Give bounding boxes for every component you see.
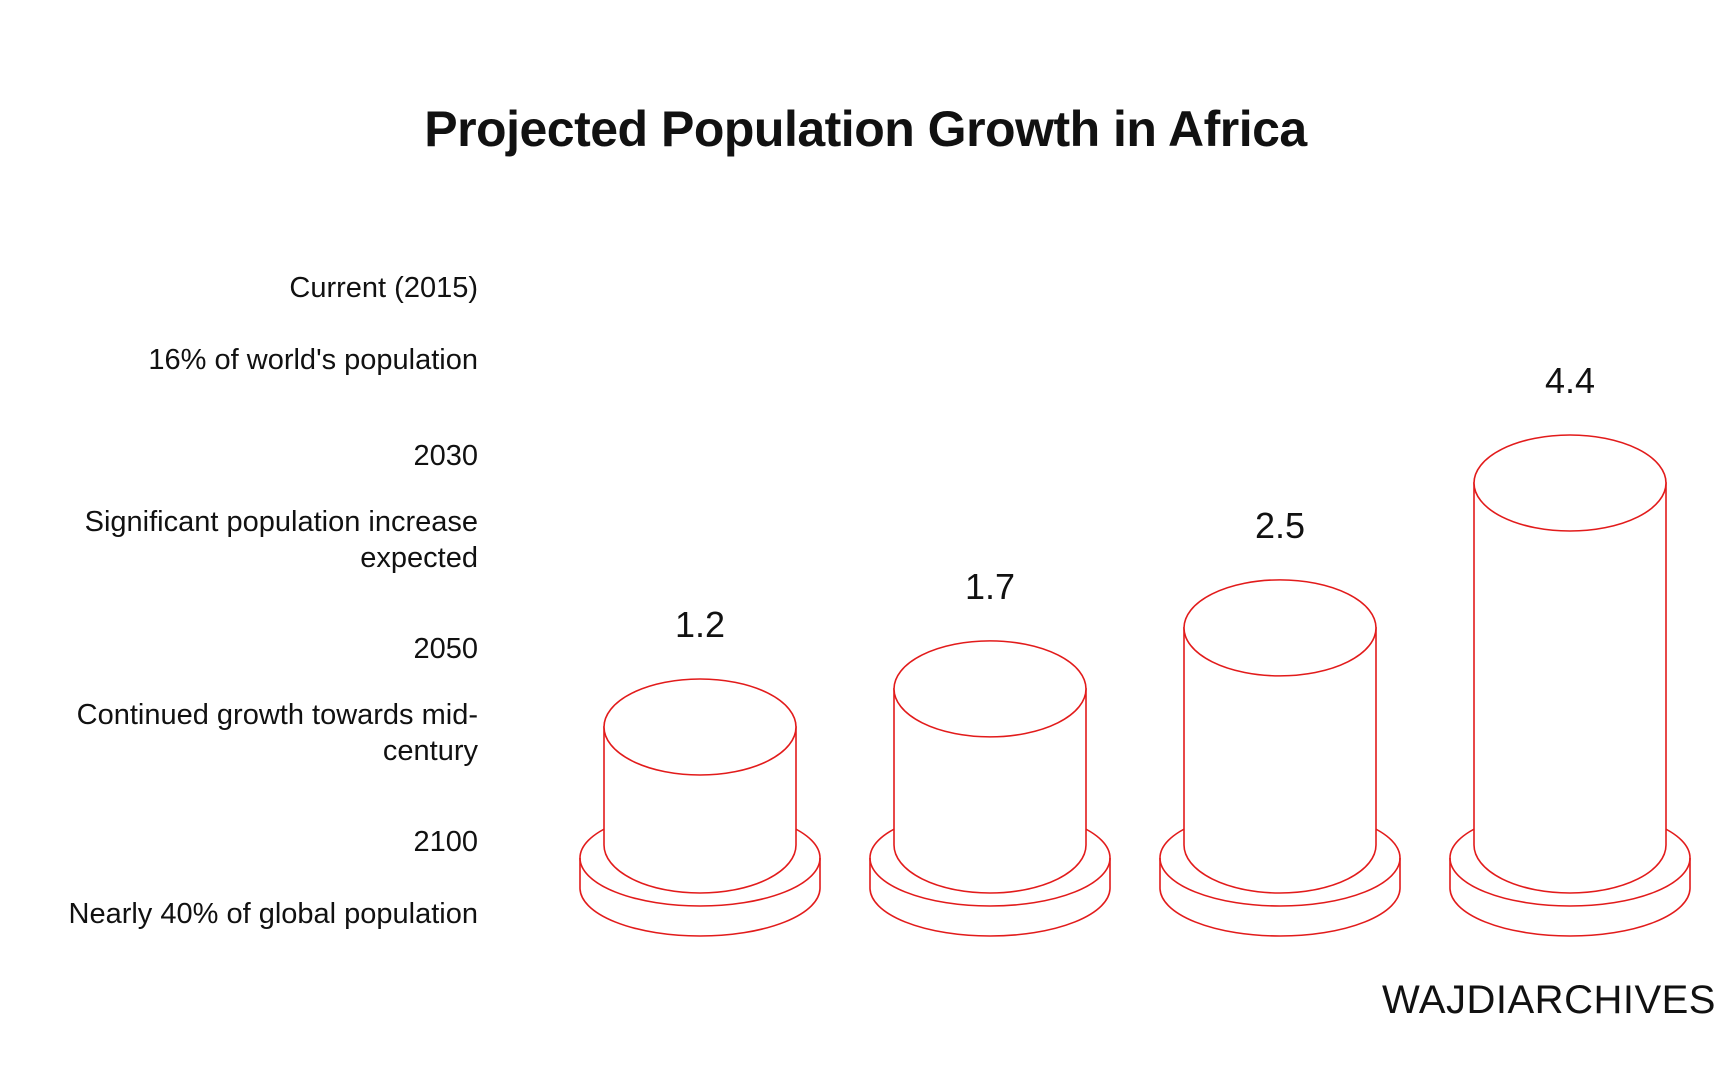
- bar-top: [893, 640, 1087, 738]
- legend-label: 2100: [413, 826, 478, 858]
- legend-entry-2100: 2100 Nearly 40% of global population: [18, 824, 479, 932]
- legend-description: Nearly 40% of global population: [68, 898, 479, 930]
- bar-base-rim: [869, 857, 1111, 907]
- watermark: WAJDIARCHIVES: [1382, 978, 1716, 1022]
- bar-body: [1473, 482, 1667, 894]
- bar-top: [603, 678, 797, 776]
- value-label: 1.7: [965, 566, 1015, 607]
- value-label: 4.4: [1545, 360, 1595, 401]
- bar-body: [893, 688, 1087, 894]
- bar-base-rim: [579, 857, 821, 907]
- bar-3: 4.4: [1449, 360, 1691, 937]
- bar-body: [1183, 627, 1377, 894]
- legend-entry-2050: 2050 Continued growth towards mid-centur…: [18, 631, 478, 769]
- legend-label: 2050: [413, 633, 478, 665]
- bar-base-rim: [1449, 857, 1691, 907]
- legend-description: Continued growth towards mid-century: [76, 699, 478, 767]
- bar-1: 1.7: [869, 566, 1111, 937]
- legend-label: 2030: [413, 440, 478, 472]
- bar-0: 1.2: [579, 604, 821, 937]
- legend-entry-2030: 2030 Significant population increase exp…: [18, 438, 478, 576]
- bar-2: 2.5: [1159, 505, 1401, 937]
- legend-label: Current (2015): [289, 272, 478, 304]
- legend-description: 16% of world's population: [148, 344, 478, 376]
- bar-top: [1183, 579, 1377, 677]
- bar-top: [1473, 434, 1667, 532]
- legend-description: Significant population increase expected: [84, 506, 478, 574]
- value-label: 1.2: [675, 604, 725, 645]
- legend-entry-current: Current (2015) 16% of world's population: [18, 270, 478, 378]
- chart-title: Projected Population Growth in Africa: [424, 101, 1307, 157]
- value-label: 2.5: [1255, 505, 1305, 546]
- bar-base-rim: [1159, 857, 1401, 907]
